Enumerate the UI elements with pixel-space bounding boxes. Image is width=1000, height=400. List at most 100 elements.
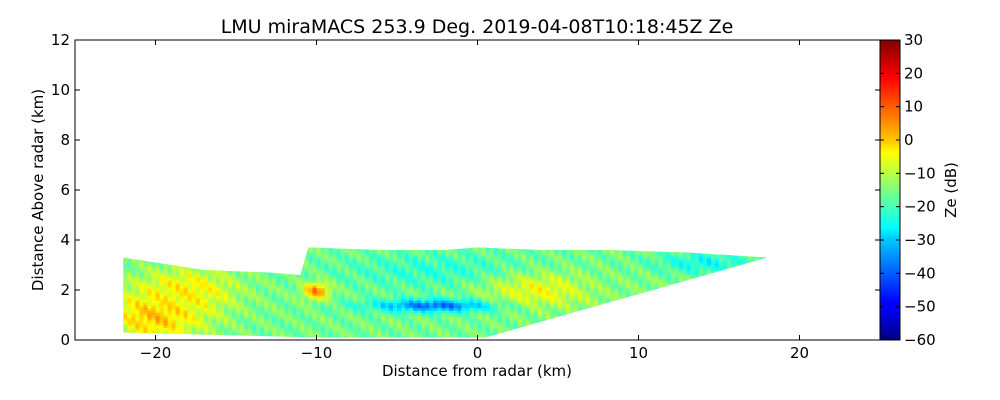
echo-cell: [167, 305, 173, 309]
echo-cell: [260, 330, 265, 334]
echo-cell: [437, 270, 442, 274]
echo-cell: [211, 292, 217, 296]
echo-cell: [453, 310, 458, 314]
echo-cell: [525, 312, 531, 316]
echo-cell: [328, 282, 334, 286]
echo-cell: [477, 312, 483, 316]
echo-cell: [509, 250, 515, 254]
echo-cell: [441, 300, 446, 304]
echo-cell: [461, 272, 466, 276]
echo-cell: [421, 307, 426, 311]
echo-cell: [155, 290, 161, 294]
echo-cell: [320, 270, 326, 274]
echo-cell: [316, 300, 322, 304]
echo-cell: [316, 315, 322, 319]
echo-cell: [602, 287, 607, 291]
echo-cell: [469, 315, 474, 319]
echo-cell: [558, 267, 563, 271]
echo-cell: [336, 327, 342, 331]
echo-cell: [348, 335, 354, 338]
echo-cell: [236, 310, 241, 314]
echo-cell: [312, 270, 318, 274]
echo-cell: [517, 307, 523, 311]
echo-cell: [388, 322, 394, 326]
echo-cell: [191, 315, 197, 319]
echo-cell: [248, 277, 253, 281]
echo-cell: [429, 307, 434, 311]
echo-cell: [614, 297, 619, 301]
echo-cell: [457, 287, 462, 291]
echo-cell: [397, 312, 402, 316]
echo-cell: [268, 312, 273, 316]
echo-cell: [139, 307, 144, 311]
echo-cell: [477, 300, 483, 304]
echo-cell: [493, 315, 499, 319]
echo-cell: [441, 302, 446, 306]
echo-cell: [525, 295, 531, 299]
echo-cell: [167, 300, 173, 304]
echo-cell: [465, 262, 470, 266]
echo-cell: [509, 257, 515, 261]
echo-cell: [187, 290, 193, 294]
echo-cell: [445, 335, 450, 338]
echo-cell: [529, 282, 535, 286]
echo-cell: [264, 275, 269, 279]
echo-cell: [304, 285, 309, 289]
echo-cell: [566, 267, 571, 271]
echo-cell: [240, 292, 245, 296]
echo-cell: [147, 287, 152, 291]
echo-cell: [195, 320, 201, 324]
echo-cell: [308, 280, 313, 284]
echo-cell: [570, 287, 575, 291]
echo-cell: [541, 305, 547, 309]
echo-cell: [529, 270, 535, 274]
echo-cell: [513, 310, 519, 314]
echo-cell: [284, 312, 289, 316]
echo-cell: [320, 277, 326, 281]
echo-cell: [240, 290, 245, 294]
echo-cell: [139, 270, 144, 274]
echo-cell: [304, 272, 309, 276]
echo-cell: [360, 310, 366, 314]
echo-cell: [529, 302, 535, 306]
echo-cell: [598, 250, 603, 254]
echo-cell: [203, 300, 209, 304]
echo-cell: [320, 257, 326, 261]
echo-cell: [344, 315, 350, 319]
echo-cell: [388, 260, 394, 264]
echo-cell: [578, 287, 583, 291]
echo-cell: [473, 302, 479, 306]
echo-cell: [364, 330, 370, 334]
echo-cell: [368, 302, 374, 306]
echo-cell: [602, 252, 607, 256]
echo-cell: [127, 320, 132, 324]
echo-cell: [493, 257, 499, 261]
echo-cell: [485, 325, 491, 329]
echo-cell: [179, 267, 185, 271]
echo-cell: [614, 262, 619, 266]
echo-cell: [236, 302, 241, 306]
echo-cell: [183, 282, 189, 286]
echo-cell: [380, 325, 386, 329]
echo-cell: [513, 295, 519, 299]
echo-cell: [578, 305, 583, 309]
echo-cell: [236, 325, 241, 329]
echo-cell: [191, 270, 197, 274]
echo-cell: [501, 287, 507, 291]
echo-cell: [155, 300, 161, 304]
echo-cell: [288, 305, 293, 309]
echo-cell: [131, 297, 136, 301]
echo-cell: [465, 317, 470, 321]
echo-cell: [445, 322, 450, 326]
echo-cell: [191, 310, 197, 314]
echo-cell: [501, 267, 507, 271]
echo-cell: [368, 282, 374, 286]
echo-cell: [505, 302, 511, 306]
echo-cell: [554, 280, 559, 284]
echo-cell: [574, 297, 579, 301]
echo-cell: [388, 255, 394, 259]
echo-cell: [227, 282, 233, 286]
echo-cell: [368, 312, 374, 316]
echo-cell: [179, 312, 185, 316]
echo-cell: [602, 270, 607, 274]
